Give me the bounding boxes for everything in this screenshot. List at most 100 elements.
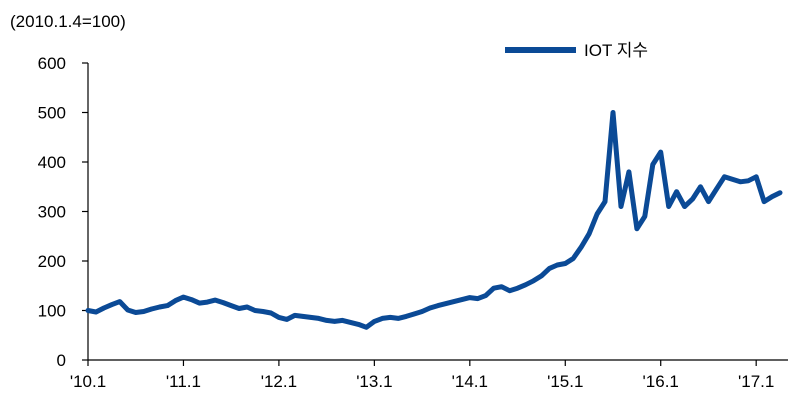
x-tick-label: '15.1 [547,372,583,391]
data-point [308,315,313,320]
data-point [666,204,671,209]
data-point [364,325,369,330]
data-point [626,169,632,175]
data-point [411,311,417,317]
data-point [252,308,258,313]
data-point [650,162,655,167]
x-tick-label: '13.1 [356,372,392,391]
data-point [141,309,146,314]
data-point [499,284,504,289]
data-point [754,174,759,179]
data-point [372,319,377,324]
data-point [268,310,274,316]
data-point [205,299,210,305]
data-point [579,244,584,250]
data-point [157,304,162,310]
data-point [260,309,266,314]
data-point [292,313,297,318]
data-point [93,309,99,315]
series-line-iot-index [85,110,783,330]
data-point [340,318,345,323]
data-point [706,199,711,204]
data-point [213,297,218,303]
data-point [427,305,433,311]
data-point [642,214,647,219]
legend: IOT 지수 [505,41,648,60]
y-tick-label: 100 [38,302,66,321]
data-point [467,295,472,300]
data-point [300,314,305,319]
data-point [475,296,480,301]
data-point [181,294,186,300]
data-point [523,282,528,287]
data-point [769,194,775,199]
y-tick-label: 500 [38,104,66,123]
data-point [419,309,425,314]
data-point [396,316,401,321]
data-point [236,306,242,311]
unit-label: (2010.1.4=100) [10,12,126,31]
data-point [571,256,576,261]
data-point [555,262,560,268]
data-point [435,303,441,308]
y-axis: 0 100 200 300 400 500 600 [38,54,89,370]
data-point [610,110,616,115]
y-tick-label: 200 [38,252,66,271]
x-tick-label: '11.1 [166,372,201,391]
data-point [777,190,783,195]
data-point [539,273,544,279]
data-point [149,306,154,312]
data-point [674,189,679,194]
data-point [404,314,409,319]
data-point [515,286,520,291]
data-point [507,288,512,293]
y-tick-label: 600 [38,54,66,73]
data-point [229,303,234,308]
y-tick-label: 300 [38,203,66,222]
data-point [698,184,703,189]
data-point [85,308,91,313]
data-point [738,179,743,184]
data-point [730,177,735,182]
data-point [173,298,178,303]
data-point [109,302,115,307]
data-point [451,299,457,304]
data-point [316,316,321,321]
x-axis: '10.1 '11.1 '12.1 '13.1 '14.1 '15.1 '16.1 '17.1 [70,359,788,391]
x-tick-label: '10.1 [70,372,106,391]
data-point [483,293,488,298]
data-point [682,204,687,209]
data-point [602,199,608,204]
legend-label: IOT 지수 [584,41,648,60]
data-point [189,297,194,302]
data-point [531,278,536,283]
data-point [563,261,568,266]
series-group [85,110,783,330]
data-point [722,174,727,179]
data-point [276,315,282,320]
data-point [117,299,123,304]
data-point [324,318,329,323]
data-point [491,286,496,291]
data-point [244,304,250,310]
data-point [348,320,353,325]
data-point [133,310,138,315]
data-point [690,196,695,202]
data-point [547,266,552,271]
data-point [221,300,226,305]
data-point [101,305,107,311]
data-point [459,297,465,302]
data-point [332,319,337,324]
data-point [618,204,624,209]
data-point [714,187,719,192]
data-point [634,226,640,231]
data-point [594,211,600,217]
data-point [284,317,290,322]
x-tick-label: '17.1 [738,372,774,391]
data-point [443,301,449,306]
data-point [761,199,767,204]
data-point [658,149,663,155]
data-point [125,307,130,313]
data-point [586,231,592,236]
